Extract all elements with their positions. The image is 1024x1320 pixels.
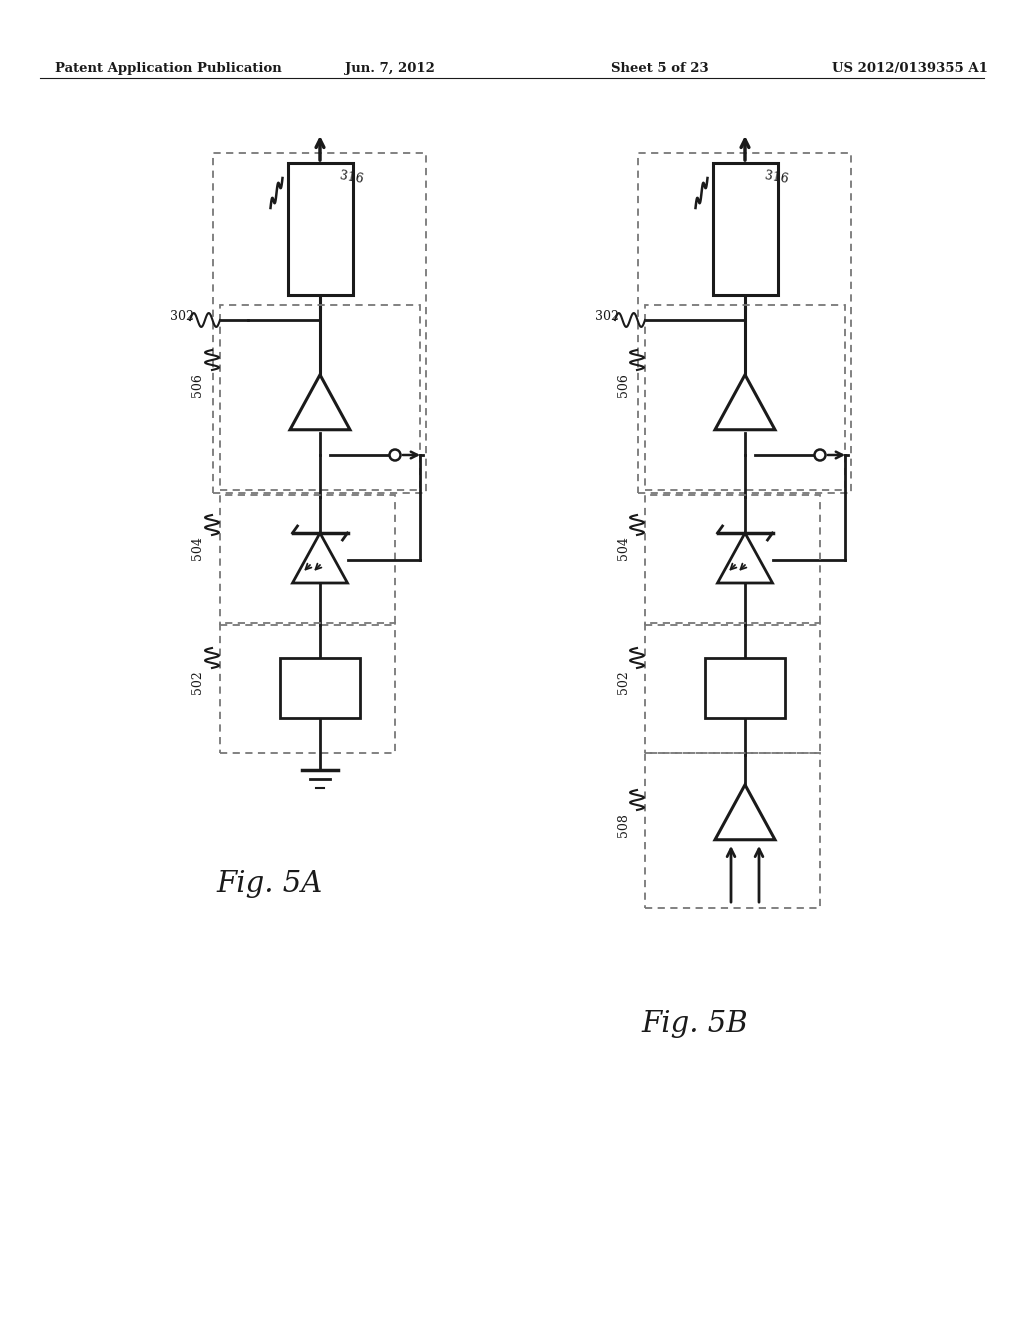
Bar [705, 657, 785, 718]
Text: 502: 502 [191, 671, 205, 694]
Text: Fig. 5A: Fig. 5A [217, 870, 324, 898]
Text: 502: 502 [616, 671, 630, 694]
Bar [220, 305, 420, 490]
Bar [645, 623, 820, 752]
Circle shape [814, 450, 825, 461]
Text: 504: 504 [616, 536, 630, 560]
Bar [280, 657, 360, 718]
Text: 302: 302 [170, 309, 194, 322]
Bar [645, 305, 845, 490]
Text: 508: 508 [616, 813, 630, 837]
Bar [213, 153, 426, 492]
Text: 506: 506 [191, 374, 205, 397]
Text: Patent Application Publication: Patent Application Publication [55, 62, 282, 75]
Circle shape [389, 450, 400, 461]
Bar [713, 162, 777, 294]
Text: Fig. 5B: Fig. 5B [642, 1010, 749, 1038]
Polygon shape [293, 533, 347, 583]
Text: 316: 316 [338, 169, 364, 186]
Text: 506: 506 [616, 374, 630, 397]
Bar [288, 162, 352, 294]
Text: US 2012/0139355 A1: US 2012/0139355 A1 [833, 62, 988, 75]
Bar [645, 752, 820, 908]
Polygon shape [718, 533, 772, 583]
Bar [638, 153, 851, 492]
Bar [220, 495, 395, 624]
Polygon shape [715, 785, 775, 840]
Text: 316: 316 [763, 169, 788, 186]
Bar [220, 623, 395, 752]
Text: Sheet 5 of 23: Sheet 5 of 23 [611, 62, 709, 75]
Polygon shape [715, 375, 775, 430]
Polygon shape [290, 375, 350, 430]
Text: 302: 302 [595, 309, 618, 322]
Bar [645, 495, 820, 624]
Text: Jun. 7, 2012: Jun. 7, 2012 [345, 62, 435, 75]
Text: 504: 504 [191, 536, 205, 560]
